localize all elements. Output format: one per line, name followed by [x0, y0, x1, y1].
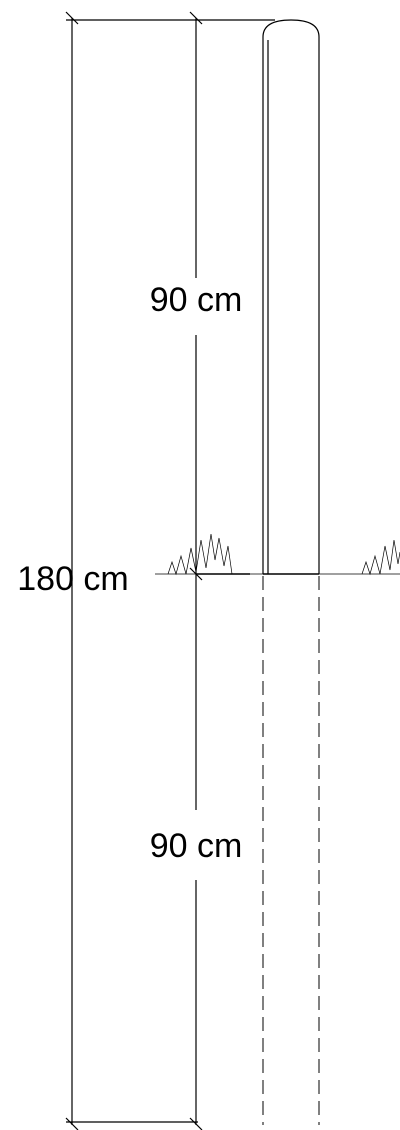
post-below-ground: [262, 576, 320, 1125]
upper-dimension-label: 90 cm: [150, 281, 243, 319]
post-above-ground: [262, 19, 320, 574]
grass-tuft-left: [167, 533, 233, 576]
segment-dimension-line: [189, 11, 203, 1130]
total-dimension-line: [65, 11, 275, 1130]
total-dimension-label: 180 cm: [17, 560, 129, 598]
grass-tuft-right: [361, 539, 400, 576]
lower-dimension-label: 90 cm: [150, 827, 243, 865]
